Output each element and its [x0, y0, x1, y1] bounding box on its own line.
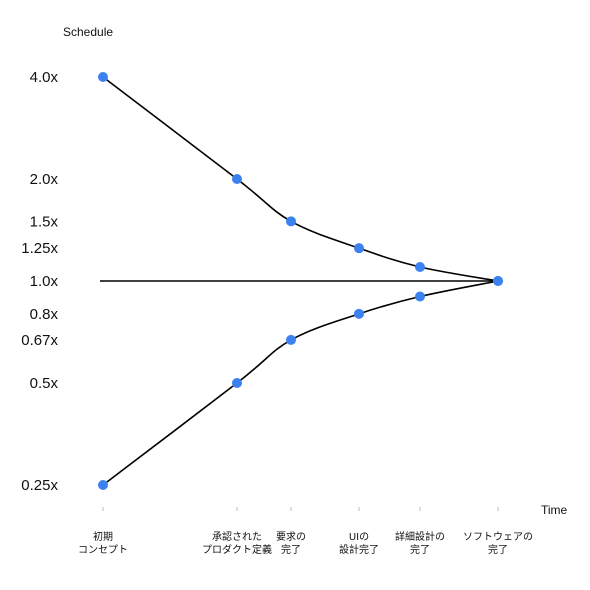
x-tick-labels: 初期コンセプト承認されたプロダクト定義要求の完了UIの設計完了詳細設計の完了ソフ…: [78, 530, 533, 556]
lower-bound-point: [286, 334, 296, 345]
y-tick-label: 1.25x: [21, 240, 58, 257]
x-tick-label: 完了: [281, 543, 301, 556]
x-tick-label: コンセプト: [78, 544, 128, 556]
x-tick-label: プロダクト定義: [202, 543, 272, 556]
x-tick-label: 詳細設計の: [395, 530, 445, 543]
x-tick-label: 完了: [488, 543, 508, 556]
data-points: [98, 72, 503, 490]
lower-bound-point: [98, 480, 108, 490]
upper-bound-point: [98, 72, 108, 82]
y-tick-label: 4.0x: [30, 69, 59, 86]
lower-bound-point: [493, 276, 503, 286]
upper-bound-point: [232, 174, 242, 184]
x-tick-label: 完了: [410, 543, 430, 556]
y-tick-label: 2.0x: [30, 171, 59, 188]
upper-bound-point: [415, 261, 425, 272]
lower-bound-point: [232, 378, 242, 388]
y-tick-label: 0.5x: [30, 375, 59, 392]
lower-bound-point: [415, 291, 425, 302]
lower-bound-point: [354, 308, 364, 319]
upper-bound-line: [102, 76, 499, 282]
x-tick-label: ソフトウェアの: [463, 531, 533, 543]
y-tick-label: 0.67x: [21, 332, 58, 349]
x-tick-label: UIの: [349, 532, 369, 543]
x-tick-label: 要求の: [276, 531, 306, 543]
lower-bound-line: [102, 280, 499, 486]
x-tick-label: 設計完了: [339, 543, 379, 556]
upper-bound-point: [286, 216, 296, 227]
y-tick-label: 0.25x: [21, 477, 58, 494]
x-tick-label: 初期: [93, 530, 113, 543]
y-tick-label: 1.5x: [30, 213, 59, 230]
y-axis-label: Schedule: [63, 25, 113, 39]
x-axis-label: Time: [541, 503, 568, 517]
x-tick-label: 承認された: [212, 530, 262, 543]
y-tick-labels: 4.0x 2.0x 1.5x 1.25x 1.0x 0.8x 0.67x 0.5x 0.25x: [21, 69, 58, 494]
series-lines: [100, 76, 499, 486]
y-tick-label: 1.0x: [30, 273, 59, 290]
x-tick-marks: [102, 507, 499, 511]
y-tick-label: 0.8x: [30, 306, 59, 323]
upper-bound-point: [354, 243, 364, 254]
